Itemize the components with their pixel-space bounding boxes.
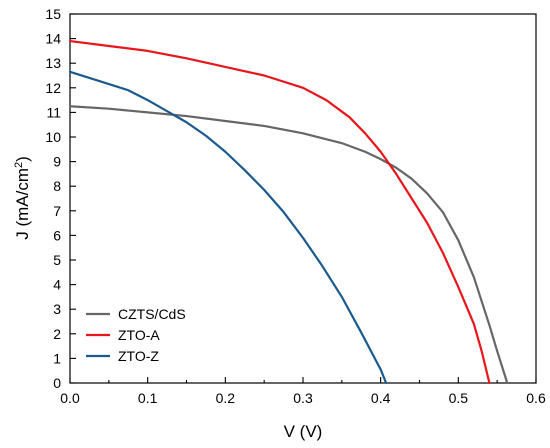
y-tick-label: 14	[45, 31, 61, 47]
x-tick-label: 0.6	[526, 390, 546, 406]
y-tick-label: 6	[53, 227, 61, 243]
y-tick-label: 0	[53, 375, 61, 391]
y-axis-title-superscript: 2	[13, 162, 25, 168]
legend-label-czts-cds: CZTS/CdS	[118, 306, 186, 322]
tick-labels: 0.0 0.1 0.2 0.3 0.4 0.5 0.60123456789101112131…	[45, 6, 546, 406]
series-line-zto-z	[68, 70, 388, 385]
y-tick-label: 15	[45, 6, 61, 22]
y-tick-label: 9	[53, 154, 61, 170]
series-line-zto-a	[68, 39, 491, 385]
ticks	[69, 13, 537, 384]
y-tick-label: 3	[53, 301, 61, 317]
series-lines	[68, 39, 509, 385]
y-axis-title-close: )	[13, 156, 32, 162]
y-tick-label: 13	[45, 55, 61, 71]
x-tick-label: 0.0	[60, 390, 80, 406]
y-tick-label: 10	[45, 129, 61, 145]
legend: CZTS/CdS ZTO-A ZTO-Z	[86, 306, 186, 364]
x-tick-label: 0.3	[293, 390, 313, 406]
x-tick-label: 0.2	[216, 390, 236, 406]
y-tick-label: 4	[53, 277, 61, 293]
y-tick-label: 1	[53, 350, 61, 366]
y-axis-title: J (mA/cm2)	[13, 156, 32, 240]
y-tick-label: 12	[45, 80, 61, 96]
x-tick-label: 0.5	[449, 390, 469, 406]
x-tick-label: 0.4	[371, 390, 391, 406]
y-tick-label: 5	[53, 252, 61, 268]
y-axis-title-main: J (mA/cm	[13, 168, 32, 240]
legend-label-zto-a: ZTO-A	[118, 327, 160, 343]
legend-label-zto-z: ZTO-Z	[118, 348, 159, 364]
y-tick-label: 11	[46, 104, 61, 120]
y-tick-label: 2	[53, 326, 61, 342]
y-tick-label: 8	[53, 178, 61, 194]
y-tick-label: 7	[53, 203, 61, 219]
x-axis-title: V (V)	[284, 422, 323, 441]
x-tick-label: 0.1	[138, 390, 158, 406]
